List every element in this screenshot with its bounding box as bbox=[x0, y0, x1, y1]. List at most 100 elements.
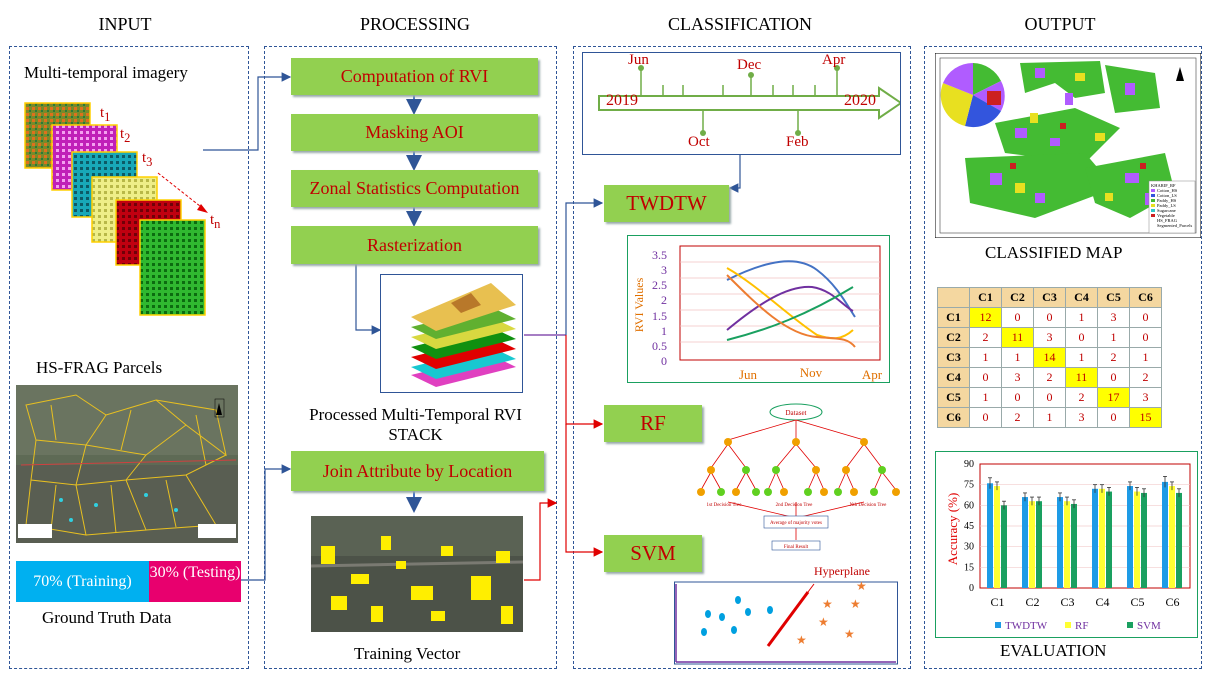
rvi-curve-blue bbox=[726, 260, 856, 318]
rvi-stack-box bbox=[380, 274, 523, 393]
svg-text:★: ★ bbox=[856, 579, 867, 593]
cm-cell: 2 bbox=[1129, 367, 1162, 388]
accuracy-bar bbox=[1022, 497, 1028, 588]
accuracy-bar bbox=[1036, 501, 1042, 588]
accuracy-bar bbox=[1064, 501, 1070, 588]
cm-cell: 2 bbox=[1097, 347, 1130, 368]
timeline-month-oct: Oct bbox=[688, 134, 710, 150]
map-legend-vegetable: Vegetable bbox=[1157, 213, 1175, 218]
north-arrow-icon bbox=[1176, 67, 1184, 81]
timeline-month-feb: Feb bbox=[786, 134, 809, 150]
accuracy-bar bbox=[1127, 486, 1133, 588]
step-computation-rvi: Computation of RVI bbox=[291, 58, 538, 95]
accuracy-xtick: C3 bbox=[1060, 595, 1074, 609]
cm-cell: 0 bbox=[1129, 307, 1162, 328]
accuracy-bar bbox=[1001, 505, 1007, 588]
rf-treeN-label: Nth Decision Tree bbox=[850, 503, 887, 508]
output-panel bbox=[924, 46, 1202, 669]
accuracy-ylabel: Accuracy (%) bbox=[945, 493, 960, 566]
timeline-month-apr: Apr bbox=[822, 52, 846, 68]
accuracy-legend-label: TWDTW bbox=[1005, 620, 1048, 632]
map-legend-segmented: Segmented_Parcels bbox=[1157, 223, 1192, 228]
rvi-curve-green bbox=[726, 286, 854, 341]
rvi-stack-icon bbox=[411, 283, 516, 387]
svg-text:★: ★ bbox=[850, 597, 861, 611]
rvi-ytick-2: 1 bbox=[661, 324, 667, 338]
rvi-ytick-6: 3 bbox=[661, 263, 667, 277]
timeline-arrow bbox=[598, 65, 903, 136]
training-split: 70% (Training) bbox=[16, 561, 149, 602]
cm-cell: 3 bbox=[1033, 327, 1066, 348]
cm-cell: 11 bbox=[1065, 367, 1098, 388]
svg-text:★: ★ bbox=[822, 597, 833, 611]
accuracy-bar bbox=[994, 486, 1000, 588]
accuracy-legend-label: RF bbox=[1075, 620, 1088, 632]
cm-cell: 0 bbox=[969, 367, 1002, 388]
cm-cell: 0 bbox=[1097, 367, 1130, 388]
layer-tn-sub: n bbox=[214, 217, 221, 231]
method-rf: RF bbox=[604, 405, 702, 442]
cm-cell: 1 bbox=[1065, 347, 1098, 368]
method-twdtw: TWDTW bbox=[604, 185, 729, 222]
cm-cell: 3 bbox=[1129, 387, 1162, 408]
parcels-label: HS-FRAG Parcels bbox=[36, 358, 163, 377]
rvi-ytick-1: 0.5 bbox=[652, 339, 667, 353]
heading-classification: CLASSIFICATION bbox=[667, 14, 813, 34]
cm-cell: 0 bbox=[1033, 307, 1066, 328]
step-rasterization: Rasterization bbox=[291, 226, 538, 264]
cm-cell: 14 bbox=[1033, 347, 1066, 368]
accuracy-xtick: C6 bbox=[1165, 595, 1179, 609]
rf-root-label: Dataset bbox=[786, 409, 807, 417]
map-legend-cotton-ls: Cotton_LS bbox=[1157, 193, 1177, 198]
cm-cell: 12 bbox=[969, 307, 1002, 328]
training-vector-label: Training Vector bbox=[354, 644, 461, 663]
accuracy-ytick: 0 bbox=[969, 583, 974, 594]
cm-corner bbox=[937, 287, 970, 308]
cm-cell: 3 bbox=[1065, 407, 1098, 428]
rf-tree1-label: 1st Decision Tree bbox=[707, 503, 743, 508]
step-join-attribute: Join Attribute by Location bbox=[291, 451, 544, 491]
rf-final-label: Final Result bbox=[784, 545, 809, 550]
accuracy-bar bbox=[1092, 488, 1098, 588]
cm-cell: 17 bbox=[1097, 387, 1130, 408]
cm-cell: 1 bbox=[969, 347, 1002, 368]
evaluation-label: EVALUATION bbox=[1000, 641, 1107, 660]
testing-split: 30% (Testing) bbox=[149, 561, 241, 602]
layer-t1-label: t bbox=[100, 105, 105, 121]
layer-t1-sub: 1 bbox=[104, 110, 111, 124]
map-legend-sugarcane: Sugarcane bbox=[1157, 208, 1176, 213]
random-forest-diagram: Dataset 1st Decision Tree 2nd Decision T… bbox=[697, 403, 900, 551]
rvi-curve-yellow bbox=[726, 267, 854, 340]
rvi-ytick-7: 3.5 bbox=[652, 248, 667, 262]
cm-cell: 0 bbox=[1129, 327, 1162, 348]
rvi-xtick-jun: Jun bbox=[739, 367, 758, 382]
timeline-month-dec: Dec bbox=[737, 57, 762, 73]
accuracy-bar bbox=[1099, 488, 1105, 588]
heading-output: OUTPUT bbox=[1024, 14, 1096, 34]
cm-cell: 0 bbox=[1097, 407, 1130, 428]
rvi-ytick-5: 2.5 bbox=[652, 278, 667, 292]
accuracy-bar bbox=[1071, 503, 1077, 588]
classified-map: KHARIF_RF Cotton_HS Cotton_LS Paddy_HS P… bbox=[935, 53, 1201, 238]
cm-cell: 15 bbox=[1129, 407, 1162, 428]
timeline-start-year: 2019 bbox=[606, 92, 638, 109]
cm-cell: 2 bbox=[1065, 387, 1098, 408]
cm-cell: 3 bbox=[1001, 367, 1034, 388]
cm-cell: 2 bbox=[1001, 407, 1034, 428]
accuracy-xtick: C2 bbox=[1025, 595, 1039, 609]
cm-row-header: C4 bbox=[937, 367, 970, 388]
processing-panel bbox=[264, 46, 557, 669]
accuracy-bar bbox=[1106, 491, 1112, 588]
cm-col-header: C1 bbox=[969, 287, 1002, 308]
cm-cell: 0 bbox=[969, 407, 1002, 428]
rvi-ytick-3: 1.5 bbox=[652, 309, 667, 323]
svm-hyperplane-label: Hyperplane bbox=[814, 564, 870, 578]
rvi-curve-orange bbox=[726, 274, 856, 348]
method-svm: SVM bbox=[604, 535, 702, 572]
cm-col-header: C3 bbox=[1033, 287, 1066, 308]
svm-diagram: ★ ★ ★ ★ ★ ★ Hyperplane bbox=[674, 564, 898, 665]
confusion-matrix: C1 C2 C3 C4 C5 C6 C1 12 0 0 1 3 0 C2 2 1… bbox=[937, 287, 1162, 428]
rvi-ytick-0: 0 bbox=[661, 354, 667, 368]
imagery-label: Multi-temporal imagery bbox=[24, 63, 188, 82]
